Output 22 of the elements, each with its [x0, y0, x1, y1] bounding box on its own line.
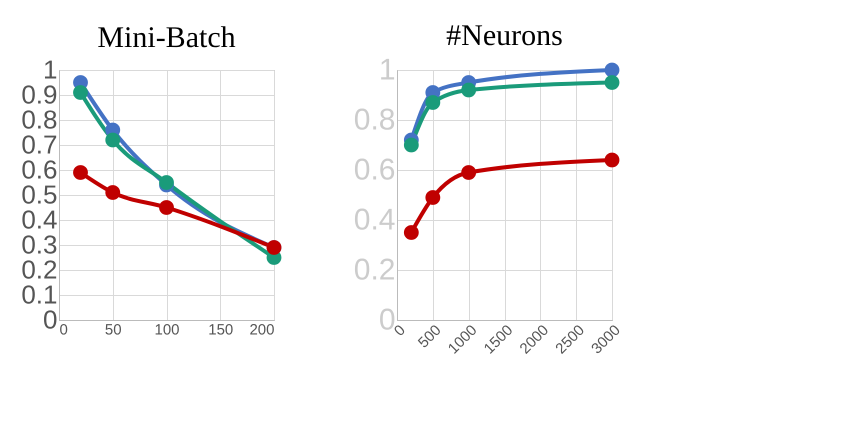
point — [461, 82, 476, 98]
point — [604, 75, 620, 90]
point — [604, 62, 620, 78]
x-tick-label: 200 — [249, 322, 274, 338]
point — [73, 165, 88, 180]
x-tick-label: 150 — [208, 322, 234, 338]
point — [105, 185, 120, 200]
point — [425, 95, 440, 110]
point — [461, 165, 476, 180]
chart-title: #Neurons — [446, 19, 563, 52]
point — [159, 200, 174, 215]
point — [404, 138, 419, 152]
chart-title: Mini-Batch — [97, 21, 236, 54]
x-tick-label: 0 — [60, 322, 68, 338]
x-tick-label: 100 — [154, 322, 180, 338]
point — [425, 190, 440, 205]
point — [604, 152, 620, 168]
point — [404, 225, 419, 240]
point — [105, 132, 120, 148]
x-tick-label: 50 — [104, 322, 122, 338]
x-tick-label: 500 — [414, 322, 445, 352]
point — [73, 85, 88, 100]
